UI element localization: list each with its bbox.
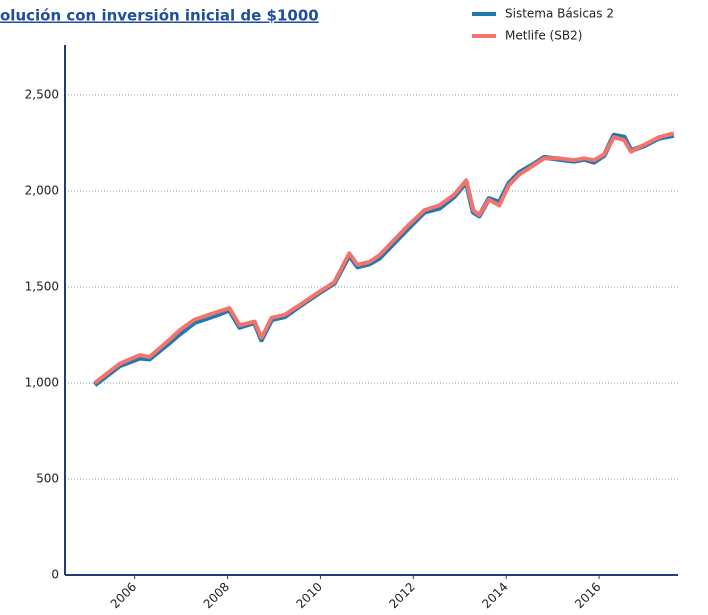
x-tick-label: 2012 xyxy=(386,580,417,611)
x-tick-label: 2014 xyxy=(479,580,510,611)
legend-label: Metlife (SB2) xyxy=(505,29,582,43)
chart-title: olución con inversión inicial de $1000 xyxy=(0,7,319,25)
y-tick-label: 0 xyxy=(51,568,59,582)
x-tick-label: 2006 xyxy=(108,580,139,611)
x-tick-label: 2010 xyxy=(294,580,325,611)
legend-label: Sistema Básicas 2 xyxy=(505,7,614,21)
x-tick-label: 2016 xyxy=(572,580,603,611)
y-tick-label: 2,000 xyxy=(25,183,59,197)
series-line xyxy=(93,132,675,387)
y-tick-label: 500 xyxy=(36,471,59,485)
x-tick-label: 2008 xyxy=(201,580,232,611)
series-line xyxy=(93,131,675,385)
y-tick-label: 1,000 xyxy=(25,375,59,389)
y-tick-label: 1,500 xyxy=(25,279,59,293)
legend-box xyxy=(462,2,678,48)
y-tick-label: 2,500 xyxy=(25,87,59,101)
